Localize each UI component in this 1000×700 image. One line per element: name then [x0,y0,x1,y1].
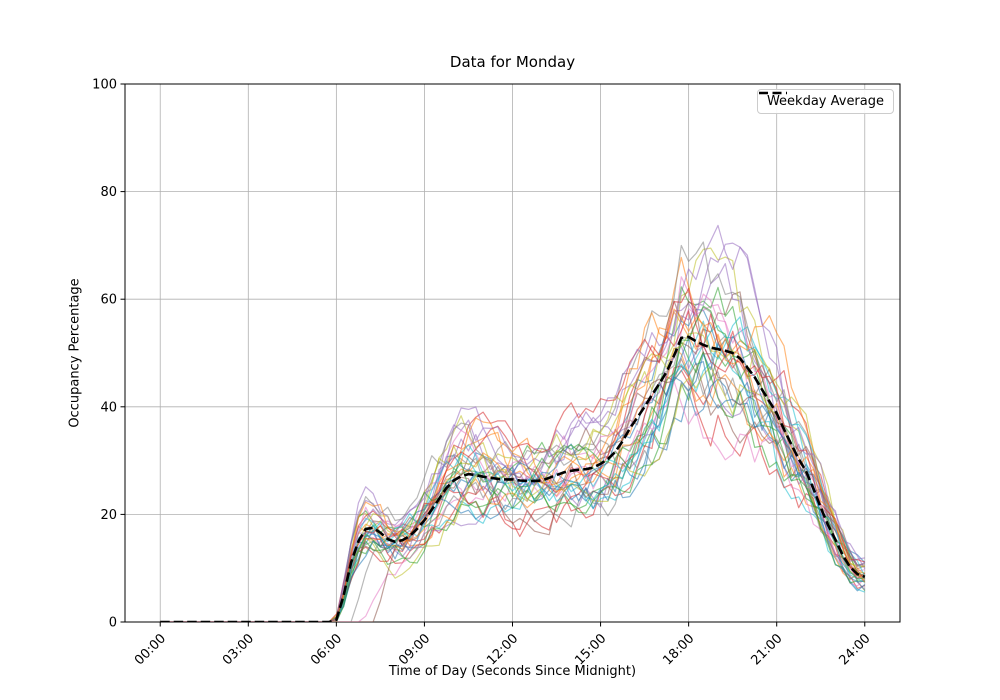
x-tick-label: 00:00 [132,631,169,668]
individual-day-trace [160,276,865,622]
y-tick-label: 20 [100,508,117,523]
individual-day-trace [160,366,866,622]
individual-day-trace [160,369,865,622]
x-tick-label: 12:00 [484,631,521,668]
individual-day-trace [160,287,865,622]
individual-day-trace [160,378,866,622]
individual-day-trace [160,335,865,622]
individual-day-trace [160,349,866,622]
y-tick-label: 60 [100,293,117,308]
individual-day-trace [160,242,865,622]
legend-dashed-line-sample [758,91,787,95]
weekday-average-line [160,335,866,622]
x-axis-label: Time of Day (Seconds Since Midnight) [388,664,637,679]
individual-day-trace [160,358,865,622]
y-tick-label: 40 [100,400,117,415]
individual-day-trace [160,365,866,622]
individual-day-trace [160,247,865,622]
individual-day-trace [160,332,865,622]
individual-day-trace [160,224,866,622]
individual-day-trace [160,340,865,622]
individual-day-trace [160,316,866,622]
y-axis-label: Occupancy Percentage [67,278,83,428]
x-tick-label: 24:00 [837,631,874,668]
x-tick-label: 09:00 [396,631,433,668]
x-tick-label: 15:00 [572,631,609,668]
x-tick-label: 06:00 [308,631,345,668]
individual-day-trace [160,241,865,622]
x-tick-label: 03:00 [220,631,257,668]
individual-day-trace [160,308,866,622]
y-tick-label: 0 [109,616,117,631]
legend-entry-label: Weekday Average [766,94,884,109]
y-tick-label: 100 [92,78,117,93]
legend: Weekday Average [756,89,894,114]
x-tick-label: 21:00 [748,631,785,668]
x-tick-label: 18:00 [660,631,697,668]
individual-day-trace [160,354,866,622]
y-tick-label: 80 [100,185,117,200]
chart-title: Data for Monday [449,53,576,71]
individual-day-trace [160,300,866,622]
